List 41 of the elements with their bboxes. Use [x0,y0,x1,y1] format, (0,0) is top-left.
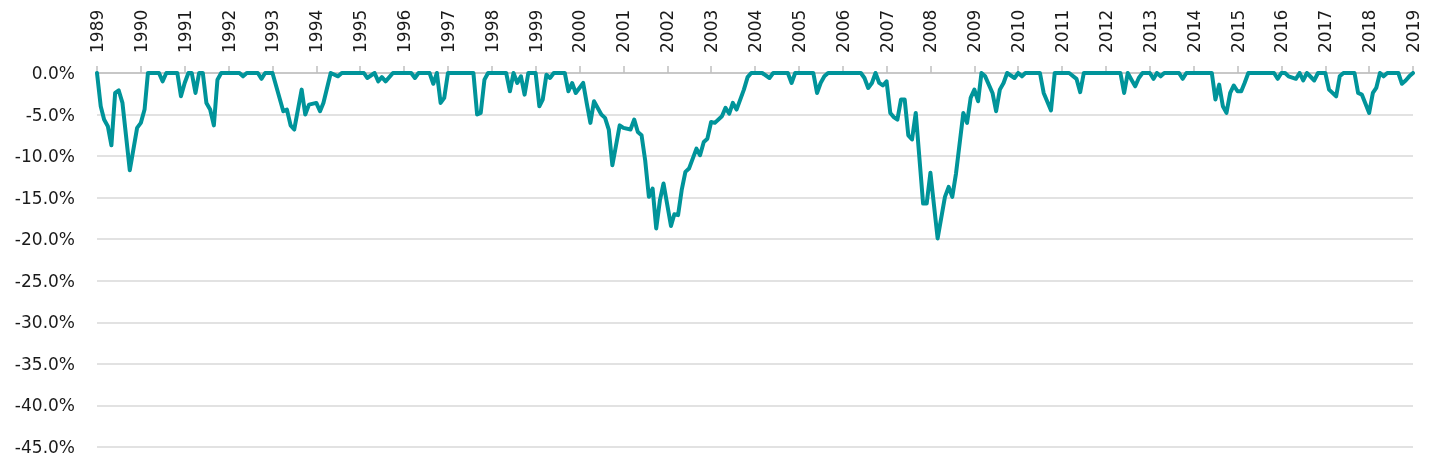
y-tick-label: -10.0% [14,146,75,167]
x-tick-label: 1992 [218,9,239,53]
y-tick-label: -30.0% [14,312,75,333]
x-tick-label: 2012 [1095,9,1116,53]
x-tick-label: 1990 [130,9,151,53]
x-tick-label: 2018 [1359,9,1380,53]
x-tick-label: 2011 [1052,9,1073,53]
x-tick-label: 1991 [174,9,195,53]
x-tick-label: 1999 [525,9,546,53]
y-tick-label: -5.0% [25,104,75,125]
x-tick-label: 2015 [1227,9,1248,53]
x-tick-label: 2004 [744,9,765,53]
x-tick-label: 2006 [832,9,853,53]
x-tick-label: 2009 [964,9,985,53]
y-tick-label: 0.0% [31,63,75,83]
y-tick-label: -45.0% [14,437,75,457]
x-tick-label: 2013 [1139,9,1160,53]
x-tick-label: 1993 [262,9,283,53]
x-tick-label: 1998 [481,9,502,53]
y-tick-label: -25.0% [14,270,75,291]
x-tick-label: 1989 [87,9,107,53]
y-tick-label: -35.0% [14,353,75,374]
x-tick-label: 2017 [1315,9,1336,53]
x-tick-label: 2008 [920,9,941,53]
y-tick-label: -15.0% [14,187,75,208]
x-tick-label: 1995 [350,9,371,53]
x-tick-label: 2010 [1008,9,1029,53]
x-tick-label: 1996 [393,9,414,53]
x-tick-label: 2000 [569,9,590,53]
x-tick-label: 2005 [788,9,809,53]
x-tick-label: 2016 [1271,9,1292,53]
x-tick-label: 1994 [306,9,327,53]
x-tick-label: 2007 [876,9,897,53]
x-tick-label: 2014 [1183,9,1204,53]
x-tick-label: 2001 [613,9,634,53]
x-tick-label: 2019 [1403,9,1423,53]
y-tick-label: -40.0% [14,395,75,416]
x-tick-label: 1997 [437,9,458,53]
y-tick-label: -20.0% [14,229,75,250]
x-tick-label: 2002 [657,9,678,53]
x-tick-label: 2003 [701,9,722,53]
